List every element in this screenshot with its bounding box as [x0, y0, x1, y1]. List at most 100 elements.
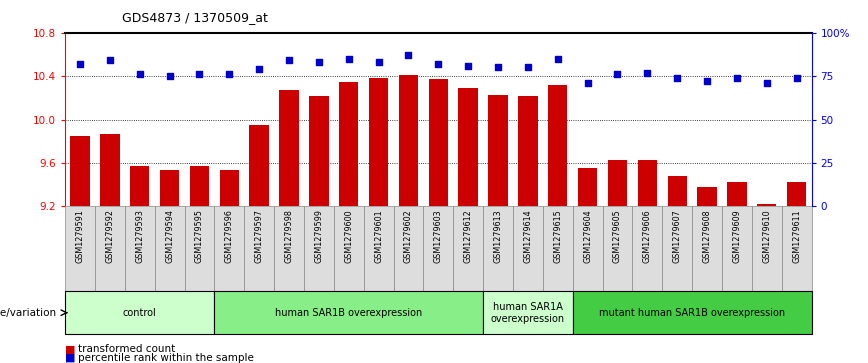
Bar	[214, 291, 483, 334]
Text: GSM1279601: GSM1279601	[374, 209, 383, 263]
Bar	[548, 85, 568, 207]
Bar	[369, 78, 388, 207]
Bar	[65, 207, 95, 291]
Point	[103, 58, 117, 64]
Bar	[393, 207, 424, 291]
Text: GSM1279606: GSM1279606	[643, 209, 652, 263]
Text: human SAR1B overexpression: human SAR1B overexpression	[275, 308, 423, 318]
Text: GSM1279610: GSM1279610	[762, 209, 772, 263]
Bar	[95, 207, 125, 291]
Bar	[155, 207, 185, 291]
Bar	[489, 95, 508, 207]
Bar	[782, 207, 812, 291]
Point	[282, 58, 296, 64]
Text: GSM1279614: GSM1279614	[523, 209, 532, 263]
Text: GSM1279599: GSM1279599	[314, 209, 324, 263]
Text: GSM1279592: GSM1279592	[105, 209, 115, 263]
Text: human SAR1A
overexpression: human SAR1A overexpression	[491, 302, 565, 323]
Bar	[513, 207, 542, 291]
Point	[431, 61, 445, 67]
Text: GDS4873 / 1370509_at: GDS4873 / 1370509_at	[122, 11, 267, 24]
Point	[193, 72, 207, 77]
Point	[641, 70, 654, 76]
Text: GSM1279612: GSM1279612	[464, 209, 473, 263]
Text: ■: ■	[65, 344, 76, 354]
Text: GSM1279600: GSM1279600	[345, 209, 353, 263]
Bar	[483, 207, 513, 291]
Bar	[458, 88, 478, 207]
Bar	[364, 207, 393, 291]
Bar	[214, 207, 244, 291]
Point	[253, 66, 266, 72]
Bar	[453, 207, 483, 291]
Bar	[727, 182, 746, 207]
Bar	[787, 182, 806, 207]
Text: GSM1279598: GSM1279598	[285, 209, 293, 263]
Point	[342, 56, 356, 62]
Point	[790, 75, 804, 81]
Bar	[160, 170, 180, 207]
Point	[312, 59, 326, 65]
Point	[551, 56, 565, 62]
Bar	[573, 291, 812, 334]
Point	[521, 65, 535, 70]
Text: GSM1279611: GSM1279611	[792, 209, 801, 263]
Point	[581, 80, 595, 86]
Bar	[279, 90, 299, 207]
Bar	[757, 204, 777, 207]
Bar	[65, 291, 214, 334]
Bar	[542, 207, 573, 291]
Point	[700, 78, 714, 84]
Text: GSM1279604: GSM1279604	[583, 209, 592, 263]
Bar	[249, 125, 269, 207]
Bar	[518, 96, 537, 207]
Text: ■: ■	[65, 352, 76, 363]
Bar	[100, 134, 120, 207]
Text: GSM1279608: GSM1279608	[702, 209, 712, 263]
Bar	[633, 207, 662, 291]
Point	[461, 63, 475, 69]
Bar	[125, 207, 155, 291]
Point	[133, 72, 147, 77]
Bar	[190, 166, 209, 207]
Text: genotype/variation: genotype/variation	[0, 308, 56, 318]
Bar	[692, 207, 722, 291]
Point	[491, 65, 505, 70]
Bar	[220, 170, 239, 207]
Point	[760, 80, 773, 86]
Text: transformed count: transformed count	[78, 344, 175, 354]
Text: GSM1279609: GSM1279609	[733, 209, 741, 263]
Bar	[429, 79, 448, 207]
Text: GSM1279597: GSM1279597	[254, 209, 264, 263]
Bar	[722, 207, 752, 291]
Point	[402, 52, 416, 58]
Text: GSM1279603: GSM1279603	[434, 209, 443, 263]
Bar	[638, 160, 657, 207]
Text: GSM1279591: GSM1279591	[76, 209, 84, 263]
Bar	[424, 207, 453, 291]
Bar	[244, 207, 274, 291]
Point	[730, 75, 744, 81]
Text: GSM1279593: GSM1279593	[135, 209, 144, 263]
Bar	[274, 207, 304, 291]
Text: GSM1279595: GSM1279595	[195, 209, 204, 263]
Bar	[608, 160, 628, 207]
Bar	[578, 168, 597, 207]
Text: control: control	[123, 308, 156, 318]
Bar	[752, 207, 782, 291]
Text: GSM1279613: GSM1279613	[494, 209, 503, 263]
Bar	[70, 136, 89, 207]
Bar	[185, 207, 214, 291]
Point	[222, 72, 236, 77]
Text: mutant human SAR1B overexpression: mutant human SAR1B overexpression	[599, 308, 786, 318]
Text: GSM1279602: GSM1279602	[404, 209, 413, 263]
Bar	[339, 82, 358, 207]
Bar	[130, 166, 149, 207]
Point	[372, 59, 385, 65]
Bar	[334, 207, 364, 291]
Bar	[602, 207, 633, 291]
Bar	[398, 75, 418, 207]
Point	[73, 61, 87, 67]
Text: GSM1279594: GSM1279594	[165, 209, 174, 263]
Bar	[483, 291, 573, 334]
